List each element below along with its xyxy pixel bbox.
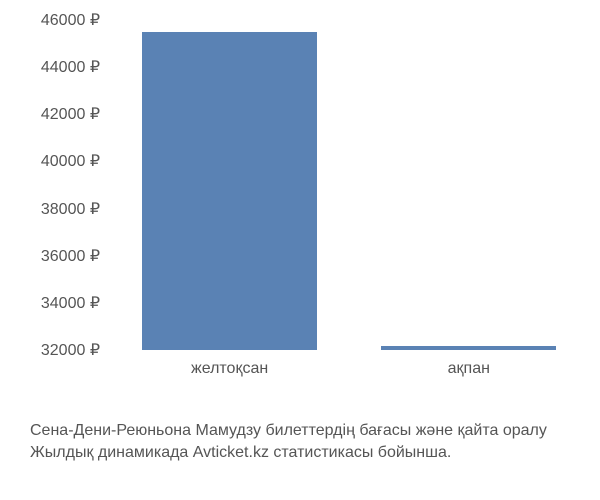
y-axis: 32000 ₽34000 ₽36000 ₽38000 ₽40000 ₽42000… [30,20,110,350]
x-tick-label: ақпан [448,360,490,378]
y-tick-label: 44000 ₽ [41,57,100,77]
y-tick-label: 40000 ₽ [41,151,100,171]
x-tick-label: желтоқсан [191,360,268,378]
y-tick-label: 34000 ₽ [41,293,100,313]
bar [381,346,556,350]
y-tick-label: 42000 ₽ [41,104,100,124]
y-tick-label: 46000 ₽ [41,10,100,30]
caption-line-2: Жылдық динамикада Avticket.kz статистика… [30,442,590,464]
caption-line-1: Сена-Дени-Реюньона Мамудзу билеттердің б… [30,420,590,442]
plot-area [110,20,570,350]
chart-caption: Сена-Дени-Реюньона Мамудзу билеттердің б… [30,420,590,465]
y-tick-label: 38000 ₽ [41,199,100,219]
y-tick-label: 32000 ₽ [41,340,100,360]
y-tick-label: 36000 ₽ [41,246,100,266]
price-bar-chart: 32000 ₽ 34000 ₽ 36000 ₽ 38000 ₽ 40000 ₽ 42000… [30,20,570,400]
bar [142,32,317,350]
